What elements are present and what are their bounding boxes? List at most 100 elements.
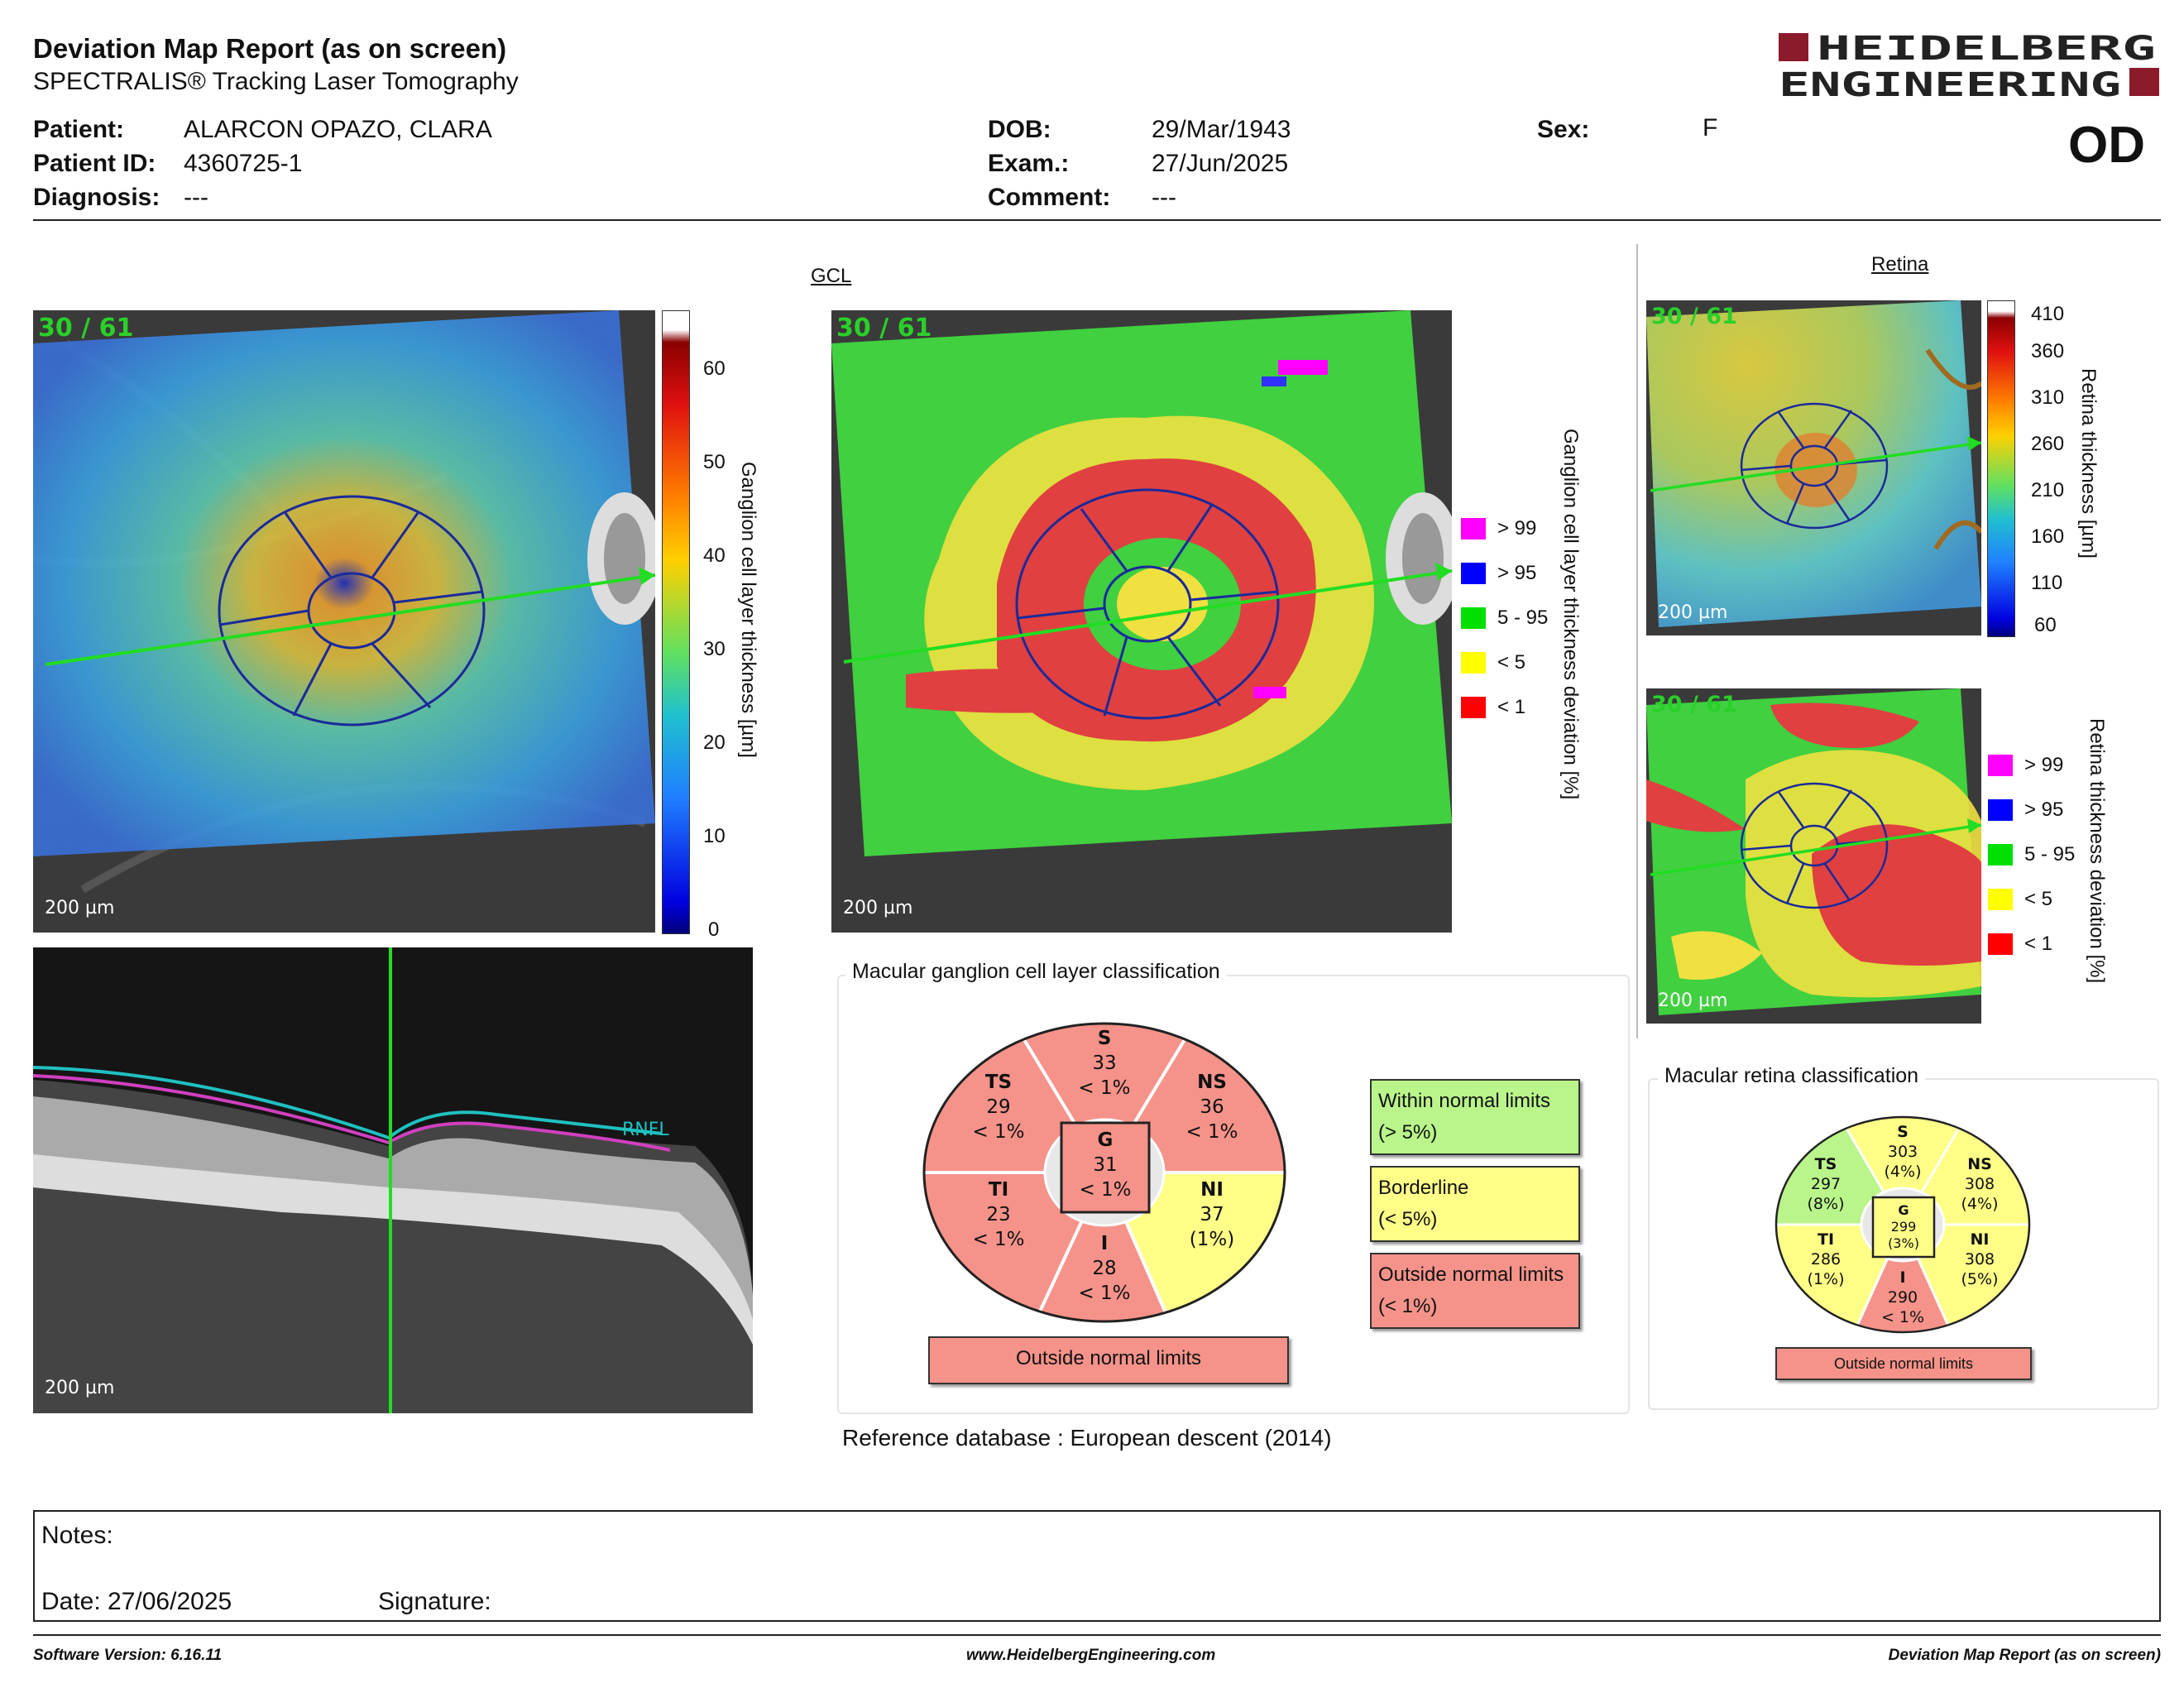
sector-ni-name: NI	[1200, 1179, 1224, 1201]
tick-label: 60	[2034, 614, 2057, 636]
legend-row: < 1	[1988, 922, 2075, 966]
gcl-classification-title: Macular ganglion cell layer classificati…	[845, 960, 1227, 984]
legend-row: 5 - 95	[1988, 832, 2075, 877]
sector-i-name: I	[1101, 1233, 1109, 1254]
sector-s-name: S	[1098, 1028, 1112, 1049]
key-borderline-range: (< 5%)	[1378, 1208, 1438, 1230]
tick-label: 260	[2031, 433, 2065, 455]
notes-label: Notes:	[41, 1522, 113, 1549]
dob-label: DOB:	[988, 116, 1051, 143]
legend-row: < 5	[1988, 877, 2075, 922]
key-within-normal-range: (> 5%)	[1378, 1121, 1438, 1144]
header-divider	[33, 219, 2161, 221]
legend-label: > 95	[2024, 798, 2064, 821]
legend-swatch	[1461, 652, 1486, 674]
legend-swatch	[1988, 933, 2013, 955]
legend-swatch	[1461, 697, 1486, 718]
tick-label: 310	[2031, 386, 2065, 409]
retina-map-scale: 200 µm	[1658, 602, 1728, 623]
key-borderline: Borderline (< 5%)	[1370, 1166, 1580, 1242]
key-borderline-label: Borderline	[1378, 1177, 1469, 1199]
oct-scale: 200 µm	[45, 1378, 115, 1398]
sector-ns-value: 36	[1200, 1096, 1224, 1118]
footer-divider	[33, 1634, 2161, 1636]
legend-row: > 99	[1988, 743, 2075, 788]
legend-label: 5 - 95	[1497, 607, 1549, 629]
gcl-deviation-map[interactable]: 30 / 61 200 µm	[831, 310, 1452, 933]
key-within-normal-label: Within normal limits	[1378, 1090, 1551, 1112]
retina-sector-chart: S 303 (4%) TS 297 (8%) NS 308 (4%) TI 28…	[1774, 1115, 2031, 1334]
legend-swatch	[1988, 755, 2013, 776]
gcl-thickness-colorbar	[662, 310, 690, 934]
sector-g-pct: < 1%	[1079, 1179, 1131, 1201]
retina-sector-ns-value: 308	[1965, 1175, 1995, 1193]
legend-swatch	[1461, 607, 1486, 629]
legend-label: > 99	[2024, 754, 2064, 776]
retina-sector-g-pct: (3%)	[1888, 1235, 1919, 1251]
sector-g-value: 31	[1093, 1154, 1117, 1176]
oct-bscan[interactable]: RNFL 200 µm	[33, 947, 753, 1413]
retina-deviation-scale: 200 µm	[1658, 990, 1728, 1011]
retina-sector-ti-name: TI	[1818, 1230, 1834, 1249]
retina-sector-g-value: 299	[1891, 1219, 1917, 1235]
tick-label: 20	[703, 731, 726, 754]
retina-sector-ni-name: NI	[1971, 1230, 1990, 1249]
retina-sector-ts-pct: (8%)	[1808, 1195, 1845, 1213]
key-outside-normal-label: Outside normal limits	[1378, 1264, 1564, 1286]
retina-sector-i-pct: < 1%	[1881, 1308, 1924, 1326]
key-within-normal: Within normal limits (> 5%)	[1370, 1079, 1580, 1155]
retina-sector-ni-value: 308	[1965, 1250, 1995, 1268]
tick-label: 160	[2031, 525, 2065, 548]
retina-sector-ts-value: 297	[1811, 1175, 1841, 1193]
retina-deviation-map[interactable]: 30 / 61 200 µm	[1646, 688, 1981, 1024]
patient-label: Patient:	[33, 116, 125, 143]
diagnosis-label: Diagnosis:	[33, 184, 160, 211]
tick-label: 10	[703, 825, 726, 847]
reference-label: Reference database :	[842, 1425, 1064, 1451]
patient-id: 4360725-1	[184, 150, 303, 177]
legend-label: 5 - 95	[2024, 843, 2076, 866]
notes-box[interactable]: Notes: Date: 27/06/2025 Signature:	[33, 1510, 2161, 1622]
retina-sector-g-name: G	[1898, 1202, 1909, 1218]
retina-result: Outside normal limits	[1775, 1347, 2032, 1380]
sector-ns-pct: < 1%	[1185, 1121, 1238, 1143]
comment-value: ---	[1152, 184, 1176, 211]
footer-software-version: Software Version: 6.16.11	[33, 1647, 223, 1664]
sector-s-pct: < 1%	[1078, 1077, 1130, 1099]
retina-section-title: Retina	[1871, 253, 1929, 276]
sector-ts-value: 29	[986, 1096, 1010, 1118]
legend-label: < 1	[1497, 696, 1526, 718]
gcl-deviation-legend: > 99 > 95 5 - 95 < 5 < 1	[1461, 506, 1548, 730]
legend-label: < 5	[2024, 888, 2053, 910]
footer-website[interactable]: www.HeidelbergEngineering.com	[966, 1647, 1216, 1664]
tick-label: 30	[703, 638, 726, 660]
heidelberg-logo: HEIDELBERG ENGINEERING	[1779, 31, 2159, 99]
diagnosis-value: ---	[184, 184, 208, 211]
gcl-deviation-tag: 30 / 61	[836, 314, 932, 343]
gcl-map-scale: 200 µm	[45, 898, 115, 918]
comment-label: Comment:	[988, 184, 1111, 211]
gcl-classification-panel	[837, 975, 1630, 1414]
retina-thickness-map[interactable]: 30 / 61 200 µm	[1646, 300, 1981, 635]
legend-label: > 95	[1497, 562, 1537, 584]
sector-ti-value: 23	[986, 1204, 1010, 1225]
sector-i-pct: < 1%	[1078, 1283, 1130, 1304]
sector-g-name: G	[1098, 1129, 1114, 1151]
patient-id-label: Patient ID:	[33, 150, 156, 177]
retina-thickness-colorbar	[1987, 300, 2015, 637]
sector-ti-pct: < 1%	[972, 1229, 1024, 1250]
legend-swatch	[1461, 518, 1486, 539]
patient-name: ALARCON OPAZO, CLARA	[184, 116, 492, 143]
legend-label: < 5	[1497, 651, 1526, 674]
tick-label: 0	[708, 918, 720, 941]
gcl-thickness-axis-label: Ganglion cell layer thickness [µm]	[737, 462, 759, 758]
dob-value: 29/Mar/1943	[1152, 116, 1291, 143]
gcl-thickness-map[interactable]: 30 / 61 200 µm	[33, 310, 655, 933]
sector-ti-name: TI	[989, 1179, 1008, 1201]
gcl-sector-chart: S 33 < 1% TS 29 < 1% NS 36 < 1% TI 23 < …	[922, 1022, 1286, 1323]
tick-label: 360	[2031, 340, 2065, 362]
notes-date: Date: 27/06/2025	[41, 1588, 232, 1615]
legend-row: > 95	[1988, 788, 2075, 832]
tick-label: 40	[703, 544, 726, 567]
tick-label: 50	[703, 451, 726, 473]
